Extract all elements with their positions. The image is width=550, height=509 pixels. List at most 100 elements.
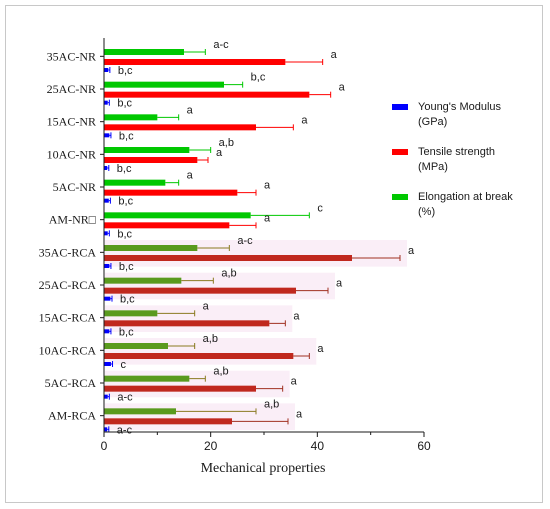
significance-label: a,b (213, 366, 228, 378)
significance-label: a,b (221, 268, 236, 280)
y-tick-label: 25AC-NR (47, 82, 96, 96)
bar-tensile (104, 287, 296, 294)
significance-label: b,c (119, 326, 134, 338)
significance-label: c (121, 359, 127, 371)
bar-modulus (104, 394, 108, 399)
bar-tensile (104, 353, 294, 359)
significance-label: b,c (118, 196, 133, 208)
bar-modulus (104, 133, 110, 138)
legend-swatch-red (392, 149, 408, 155)
significance-label: b,c (118, 65, 133, 77)
y-tick-label: 5AC-RCA (45, 376, 97, 390)
group-highlight (105, 305, 293, 332)
bar-elongation (104, 147, 190, 153)
significance-label: a (291, 376, 298, 388)
bar-modulus (104, 100, 108, 105)
significance-label: b,c (119, 261, 134, 273)
significance-label: a (264, 180, 271, 192)
significance-label: a (301, 114, 308, 126)
bar-elongation (104, 49, 184, 55)
bar-elongation (104, 343, 168, 349)
bar-modulus (104, 198, 109, 203)
significance-label: a (203, 300, 210, 312)
bar-elongation (104, 114, 158, 121)
x-axis-title: Mechanical properties (201, 461, 326, 476)
significance-label: a-c (117, 424, 133, 436)
bar-elongation (104, 81, 224, 88)
y-tick-label: AM-NR□ (49, 213, 96, 227)
y-tick-label: 15AC-NR (47, 115, 96, 129)
group-highlight (105, 370, 290, 398)
significance-label: a (187, 170, 194, 182)
bar-modulus (104, 362, 111, 366)
group-highlight (105, 240, 407, 267)
figure-frame (5, 5, 543, 503)
bar-elongation (104, 310, 158, 317)
x-tick-label: 60 (417, 439, 431, 453)
significance-label: a (296, 408, 303, 420)
bar-modulus (104, 264, 110, 268)
y-tick-label: 10AC-NR (47, 147, 96, 161)
bar-modulus (104, 68, 109, 72)
significance-label: b,c (117, 228, 132, 240)
x-tick-label: 40 (311, 439, 325, 453)
bar-elongation (104, 408, 176, 415)
legend-label: Tensile strength (MPa) (418, 146, 496, 173)
bar-elongation (104, 179, 166, 186)
bar-modulus (104, 329, 110, 334)
bar-elongation (104, 245, 198, 251)
bar-modulus (104, 296, 111, 301)
bar-tensile (104, 255, 352, 261)
bar-modulus (104, 427, 108, 432)
significance-label: a (216, 147, 223, 159)
significance-label: b,c (251, 72, 266, 84)
y-tick-label: 10AC-RCA (39, 343, 97, 357)
bar-tensile (104, 385, 256, 392)
legend-label: Young's Modulus (GPa) (418, 101, 502, 128)
y-tick-label: 35AC-NR (47, 49, 96, 63)
significance-label: a (317, 343, 324, 355)
bar-modulus (104, 166, 108, 170)
y-tick-label: 25AC-RCA (39, 278, 97, 292)
bar-tensile (104, 320, 270, 327)
bar-elongation (104, 375, 190, 382)
significance-label: a,b (203, 333, 218, 345)
group-highlight (105, 338, 317, 365)
legend-label: Elongation at break (%) (418, 191, 513, 218)
significance-label: a (187, 104, 194, 116)
significance-label: a (408, 245, 415, 257)
y-tick-label: AM-RCA (48, 409, 96, 423)
group-highlight (105, 403, 295, 430)
significance-label: a-c (213, 39, 229, 51)
bars-layer: a-cb,caa,baca-ca,baa,ba,ba,baaaaaaaaaaaa… (104, 39, 415, 436)
significance-label: a (264, 212, 271, 224)
significance-label: a,b (264, 398, 279, 410)
group-highlight (105, 272, 335, 300)
significance-label: c (317, 202, 323, 214)
x-tick-label: 20 (204, 439, 218, 453)
bar-tensile (104, 157, 198, 163)
significance-label: a,b (219, 137, 234, 149)
significance-label: b,c (119, 130, 134, 142)
significance-label: a (339, 82, 346, 94)
highlight-layer (105, 240, 407, 430)
bar-modulus (104, 231, 108, 236)
significance-label: a (331, 49, 338, 61)
x-tick-label: 0 (101, 439, 108, 453)
significance-label: a-c (237, 235, 253, 247)
bar-tensile (104, 59, 286, 65)
bar-tensile (104, 222, 230, 229)
y-tick-label: 5AC-NR (53, 180, 96, 194)
significance-label: b,c (120, 294, 135, 306)
bar-tensile (104, 91, 310, 98)
significance-label: a (336, 278, 343, 290)
legend-swatch-green (392, 194, 408, 200)
bar-tensile (104, 189, 238, 196)
significance-label: a-c (117, 392, 133, 404)
bar-elongation (104, 277, 182, 284)
axes-layer: 0 20 40 60 35AC-NR 25AC-NR 15AC-NR 10AC-NR 5AC-N… (39, 38, 431, 453)
y-tick-label: 35AC-RCA (39, 245, 97, 259)
bar-elongation (104, 212, 251, 219)
y-tick-label: 15AC-RCA (39, 311, 97, 325)
